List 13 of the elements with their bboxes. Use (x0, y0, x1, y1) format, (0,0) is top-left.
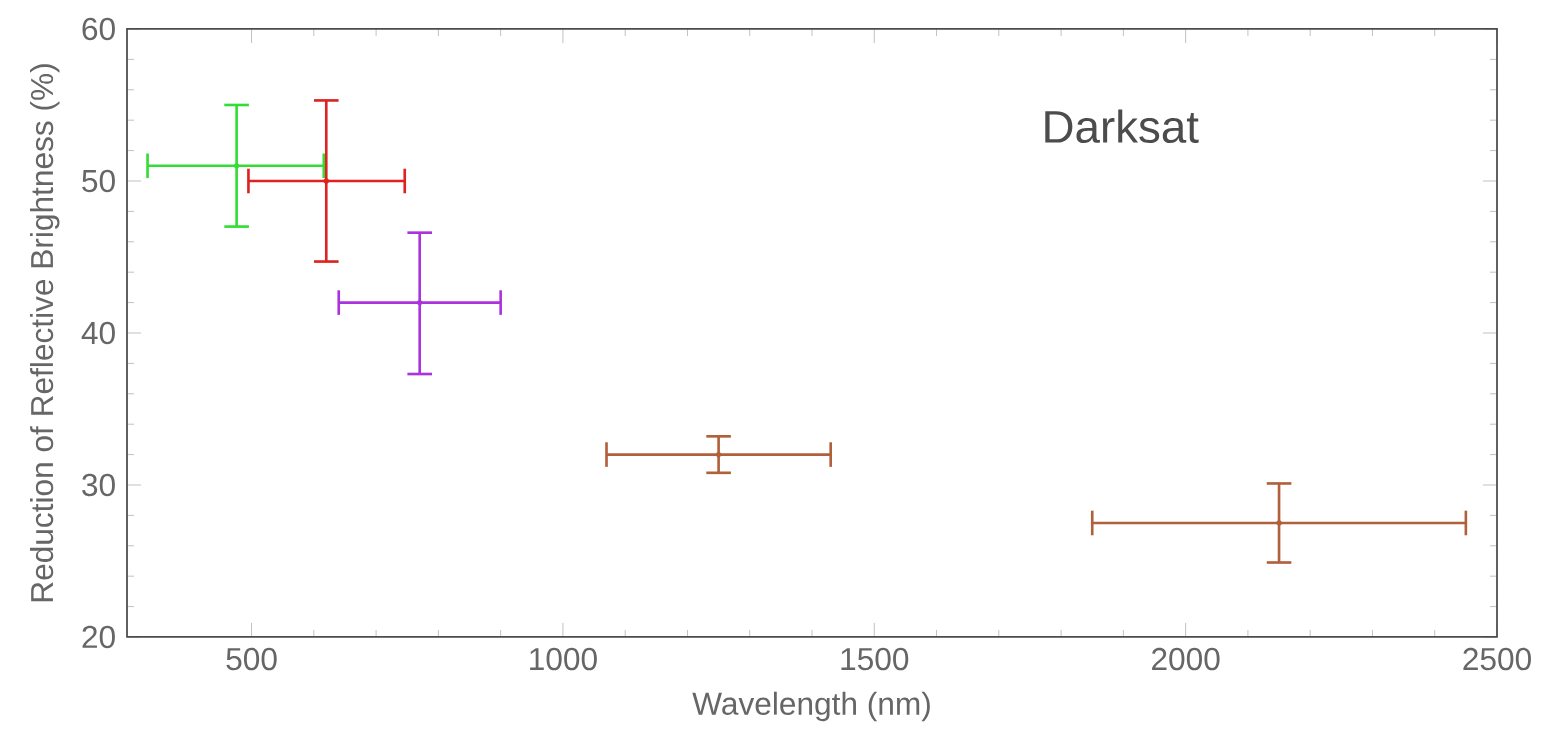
x-tick-label: 500 (226, 647, 277, 671)
x-tick-label: 2000 (1152, 647, 1220, 671)
y-tick-label: 50 (82, 169, 115, 193)
x-tick-label: 2500 (1463, 647, 1531, 671)
x-tick-label: 1000 (530, 647, 597, 671)
x-axis-title: Wavelength (nm) (692, 691, 930, 722)
x-tick-label: 1500 (841, 647, 909, 671)
y-tick-label: 30 (82, 473, 115, 497)
y-tick-label: 60 (82, 17, 115, 41)
y-tick-label: 40 (81, 321, 115, 345)
y-tick-label: 20 (82, 625, 115, 649)
annotation: Darksat (1045, 109, 1199, 144)
y-axis-title: Reduction of Reflective Brightness (%) (30, 64, 60, 602)
